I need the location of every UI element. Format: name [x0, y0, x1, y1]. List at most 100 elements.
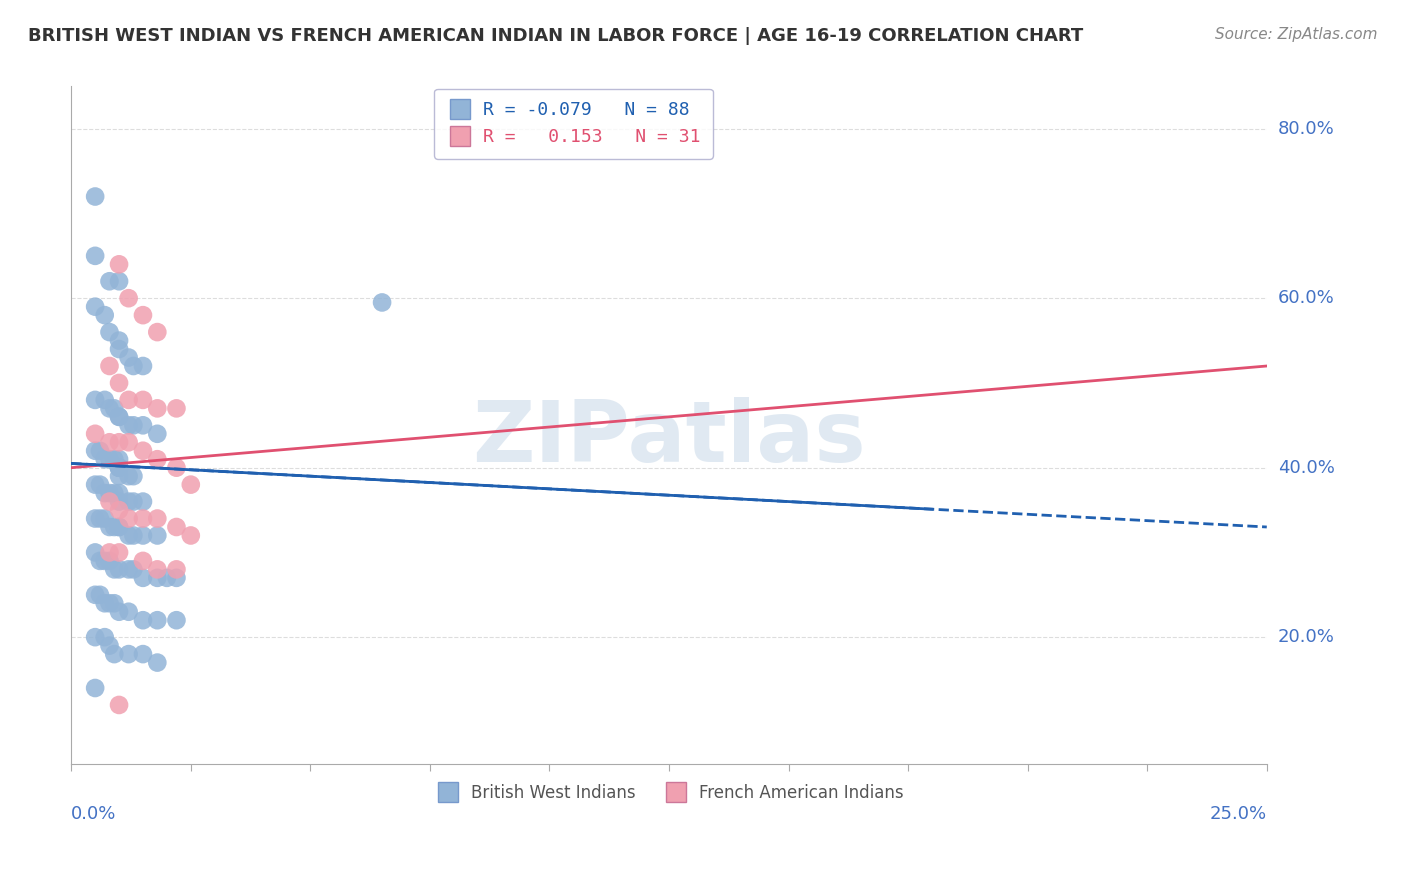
Point	[146, 426, 169, 441]
Point	[132, 528, 155, 542]
Point	[84, 511, 107, 525]
Point	[98, 274, 121, 288]
Point	[146, 613, 169, 627]
Point	[146, 528, 169, 542]
Point	[117, 528, 139, 542]
Point	[93, 511, 115, 525]
Point	[117, 494, 139, 508]
Point	[98, 554, 121, 568]
Point	[98, 435, 121, 450]
Point	[146, 562, 169, 576]
Point	[103, 562, 125, 576]
Point	[117, 392, 139, 407]
Point	[108, 460, 131, 475]
Point	[122, 494, 145, 508]
Point	[84, 443, 107, 458]
Point	[108, 545, 131, 559]
Point	[108, 452, 131, 467]
Point	[108, 469, 131, 483]
Point	[93, 452, 115, 467]
Point	[132, 511, 155, 525]
Point	[108, 503, 131, 517]
Point	[108, 486, 131, 500]
Point	[117, 351, 139, 365]
Text: BRITISH WEST INDIAN VS FRENCH AMERICAN INDIAN IN LABOR FORCE | AGE 16-19 CORRELA: BRITISH WEST INDIAN VS FRENCH AMERICAN I…	[28, 27, 1084, 45]
Point	[84, 477, 107, 491]
Point	[146, 452, 169, 467]
Point	[165, 401, 187, 416]
Point	[103, 452, 125, 467]
Point	[132, 571, 155, 585]
Point	[98, 486, 121, 500]
Point	[117, 435, 139, 450]
Point	[84, 426, 107, 441]
Point	[146, 325, 169, 339]
Point	[84, 630, 107, 644]
Point	[93, 554, 115, 568]
Point	[146, 511, 169, 525]
Point	[132, 613, 155, 627]
Text: 80.0%: 80.0%	[1278, 120, 1334, 137]
Text: 0.0%: 0.0%	[72, 805, 117, 823]
Point	[122, 528, 145, 542]
Point	[84, 249, 107, 263]
Point	[132, 418, 155, 433]
Point	[132, 392, 155, 407]
Point	[108, 605, 131, 619]
Point	[98, 452, 121, 467]
Point	[98, 596, 121, 610]
Point	[132, 443, 155, 458]
Text: 60.0%: 60.0%	[1278, 289, 1334, 307]
Point	[103, 647, 125, 661]
Point	[98, 401, 121, 416]
Point	[108, 435, 131, 450]
Point	[89, 443, 111, 458]
Point	[93, 486, 115, 500]
Point	[117, 562, 139, 576]
Text: ZIPatlas: ZIPatlas	[472, 397, 866, 481]
Point	[93, 392, 115, 407]
Point	[108, 342, 131, 356]
Point	[122, 469, 145, 483]
Point	[371, 295, 394, 310]
Point	[146, 571, 169, 585]
Point	[165, 571, 187, 585]
Point	[117, 605, 139, 619]
Legend: British West Indians, French American Indians: British West Indians, French American In…	[427, 777, 911, 809]
Point	[108, 257, 131, 271]
Point	[98, 494, 121, 508]
Point	[108, 520, 131, 534]
Point	[108, 376, 131, 390]
Point	[122, 562, 145, 576]
Point	[122, 418, 145, 433]
Point	[108, 520, 131, 534]
Point	[89, 588, 111, 602]
Point	[117, 511, 139, 525]
Point	[93, 630, 115, 644]
Text: 40.0%: 40.0%	[1278, 458, 1334, 476]
Point	[103, 520, 125, 534]
Point	[84, 189, 107, 203]
Point	[117, 469, 139, 483]
Point	[180, 528, 202, 542]
Point	[89, 511, 111, 525]
Point	[132, 359, 155, 373]
Text: 25.0%: 25.0%	[1209, 805, 1267, 823]
Point	[132, 554, 155, 568]
Point	[156, 571, 179, 585]
Point	[165, 460, 187, 475]
Point	[117, 647, 139, 661]
Point	[146, 656, 169, 670]
Point	[84, 300, 107, 314]
Point	[103, 596, 125, 610]
Point	[89, 477, 111, 491]
Point	[180, 477, 202, 491]
Point	[108, 460, 131, 475]
Point	[103, 486, 125, 500]
Point	[89, 554, 111, 568]
Point	[165, 562, 187, 576]
Point	[93, 596, 115, 610]
Point	[108, 562, 131, 576]
Point	[132, 494, 155, 508]
Point	[108, 409, 131, 424]
